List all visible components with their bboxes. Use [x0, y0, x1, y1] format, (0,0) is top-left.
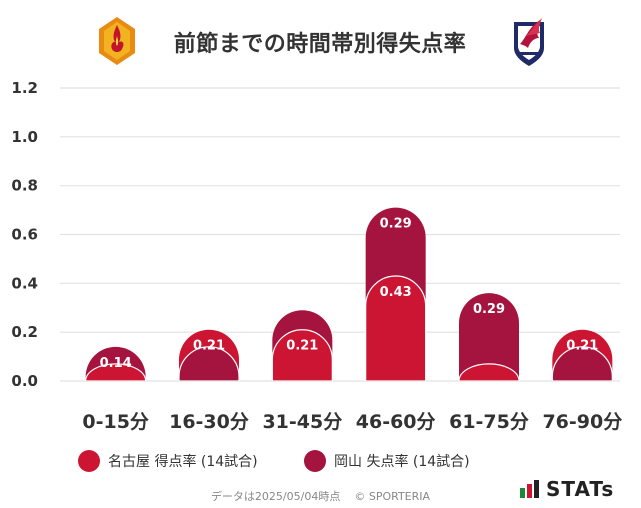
data-date-text: データは2025/05/04時点	[210, 490, 341, 503]
x-axis: 0-15分 16-30分 31-45分 46-60分 61-75分 76-90分	[82, 411, 622, 433]
legend-swatch	[304, 450, 326, 472]
legend-item-nagoya: 名古屋 得点率 (14試合)	[78, 449, 258, 473]
data-label: 0.21	[286, 339, 318, 354]
bar-nagoya	[458, 363, 520, 381]
x-tick-label: 31-45分	[262, 411, 342, 433]
stats-logo: STATs	[520, 476, 614, 502]
data-label: 0.21	[566, 339, 598, 354]
bars	[85, 207, 613, 381]
header: 前節までの時間帯別得失点率	[0, 0, 641, 70]
nagoya-crest-icon	[99, 17, 135, 65]
x-tick-label: 0-15分	[82, 411, 149, 433]
data-labels: 0.14 0.21 0.21 0.43 0.29 0.29 0.21	[100, 217, 599, 371]
y-tick-label: 0.4	[11, 274, 38, 292]
legend-swatch	[78, 450, 100, 472]
data-label: 0.21	[193, 339, 225, 354]
x-tick-label: 61-75分	[449, 411, 529, 433]
bar-nagoya	[365, 275, 427, 381]
okayama-crest-icon	[514, 18, 544, 66]
x-tick-label: 76-90分	[542, 411, 622, 433]
bar-nagoya	[271, 329, 333, 381]
y-axis: 0.0 0.2 0.4 0.6 0.8 1.0 1.2	[11, 79, 38, 390]
copyright-text: © SPORTERIA	[354, 490, 431, 503]
grid-lines	[60, 87, 620, 382]
y-tick-label: 1.2	[11, 79, 38, 97]
legend-label: 岡山 失点率 (14試合)	[334, 454, 470, 470]
bar-okayama	[178, 346, 240, 381]
footer: データは2025/05/04時点 © SPORTERIA	[0, 488, 641, 504]
y-tick-label: 0.0	[11, 372, 38, 390]
data-label: 0.43	[380, 285, 412, 300]
x-tick-label: 46-60分	[356, 411, 436, 433]
y-tick-label: 0.2	[11, 323, 38, 341]
bar-okayama	[459, 293, 519, 381]
y-tick-label: 1.0	[11, 128, 38, 146]
data-label: 0.14	[100, 356, 132, 371]
stats-logo-text: STATs	[546, 477, 615, 501]
y-tick-label: 0.8	[11, 177, 38, 195]
stats-logo-icon	[520, 480, 539, 498]
data-label: 0.29	[473, 302, 505, 317]
legend-item-okayama: 岡山 失点率 (14試合)	[304, 449, 470, 473]
page-title: 前節までの時間帯別得失点率	[173, 32, 467, 57]
data-label: 0.29	[380, 217, 412, 232]
chart: 0.140.21 0.210.430.290.290.21 0.00.20.40.…	[11, 79, 622, 433]
legend-label: 名古屋 得点率 (14試合)	[108, 454, 258, 470]
bar-okayama	[551, 346, 613, 381]
bar-nagoya	[85, 363, 147, 381]
y-tick-label: 0.6	[11, 226, 38, 244]
x-tick-label: 16-30分	[169, 411, 249, 433]
